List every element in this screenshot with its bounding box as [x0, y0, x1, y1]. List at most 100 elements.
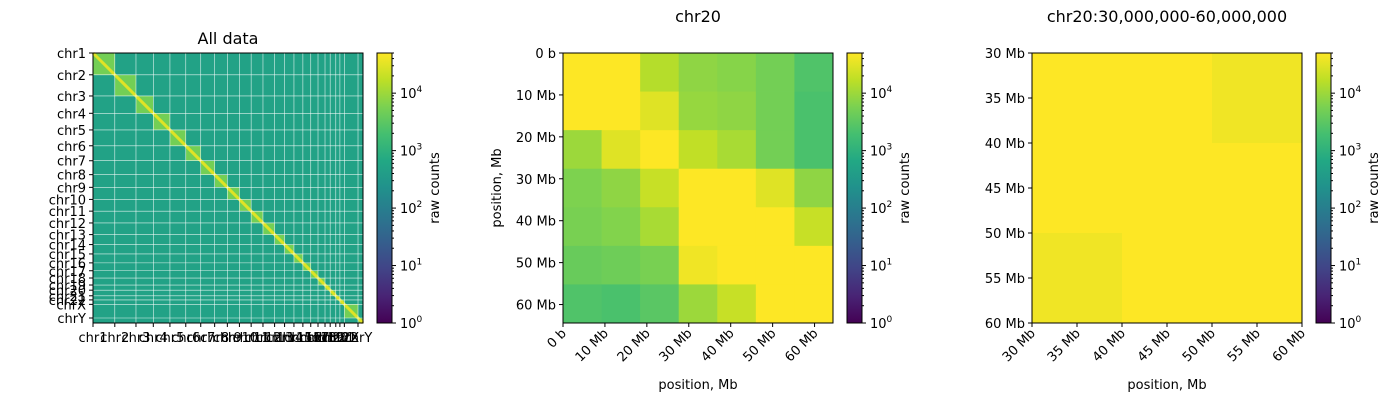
x-tick-label: 50 Mb: [740, 326, 779, 365]
heatmap-cells: [1032, 53, 1303, 324]
y-tick-label: 40 Mb: [985, 137, 1025, 152]
heatmap-cells: [563, 53, 834, 324]
y-tick-label: chr7: [57, 155, 86, 170]
x-tick-label: 20 Mb: [615, 326, 654, 365]
y-tick-label: chr6: [57, 140, 86, 155]
x-tick-label: chr5: [155, 331, 184, 346]
y-tick-label: chr15: [49, 248, 86, 263]
x-tick-label: 50 Mb: [1180, 326, 1219, 365]
x-tick-label: 60 Mb: [782, 326, 821, 365]
y-tick-label: 60 Mb: [985, 317, 1025, 332]
heatmap-cell: [563, 168, 602, 208]
y-tick-label: chr21: [49, 290, 86, 305]
heatmap-cell: [717, 207, 757, 247]
colorbar-gradient: [1315, 52, 1332, 324]
heatmap-cell: [755, 168, 795, 208]
x-tick-label: chr14: [266, 331, 303, 346]
colorbar-tick-label: 102: [1339, 200, 1361, 217]
heatmap-cell: [563, 91, 602, 131]
heatmap-cell: [640, 284, 680, 324]
x-tick-label: chr22: [321, 331, 358, 346]
heatmap-cell: [717, 91, 757, 131]
y-tick-label: 20 Mb: [516, 131, 556, 146]
y-tick-label: 30 Mb: [516, 173, 556, 188]
y-tick-label: 50 Mb: [985, 227, 1025, 242]
x-tick-label: chr3: [121, 331, 150, 346]
heatmap-cell: [601, 130, 641, 170]
x-tick-label: chr13: [256, 331, 293, 346]
x-tick-label: chr7: [186, 331, 215, 346]
colorbar-tick-label: 102: [400, 200, 422, 217]
heatmap-cell: [794, 245, 834, 285]
x-tick-label: 30 Mb: [657, 326, 696, 365]
colorbar: 100 101 102 103 104 raw counts: [846, 52, 913, 332]
colorbar-gradient: [376, 52, 393, 324]
y-tick-label: chr4: [57, 107, 86, 122]
heatmap-cell: [794, 284, 834, 324]
heatmap-cell: [1212, 233, 1303, 324]
heatmap-cell: [1032, 233, 1123, 324]
y-tick-label: chr2: [57, 69, 86, 84]
heatmap-cell: [601, 53, 641, 92]
y-tick-label: chr5: [57, 124, 86, 139]
heatmap-cell: [563, 207, 602, 247]
x-axis-label: position, Mb: [1127, 378, 1206, 393]
y-tick-label: chr13: [49, 229, 86, 244]
colorbar-tick-label: 104: [870, 85, 893, 102]
x-tick-label: chr6: [171, 331, 200, 346]
heatmap-cell: [794, 130, 834, 170]
heatmap-cell: [563, 245, 602, 285]
heatmap-cell: [1212, 143, 1303, 234]
y-tick-label: chr1: [57, 47, 86, 62]
heatmap-cell: [755, 53, 795, 92]
y-tick-label: 60 Mb: [516, 299, 556, 314]
heatmap-cell: [563, 53, 602, 92]
y-tick-label: 45 Mb: [985, 182, 1025, 197]
colorbar-label: raw counts: [428, 152, 443, 224]
x-tick-label: chr15: [275, 331, 312, 346]
heatmap-cell: [678, 168, 718, 208]
y-tick-label: 0 b: [535, 47, 556, 62]
x-tick-label: 45 Mb: [1135, 326, 1174, 365]
heatmap-cell: [755, 207, 795, 247]
colorbar-tick-label: 102: [870, 200, 892, 217]
heatmap-cell: [1122, 143, 1213, 234]
y-tick-label: chr8: [57, 169, 86, 184]
heatmap-cell: [678, 245, 718, 285]
x-tick-label: chr20: [312, 331, 349, 346]
x-tick-label: 40 Mb: [1090, 326, 1129, 365]
y-tick-label: chr19: [49, 279, 86, 294]
y-tick-label: chr11: [49, 205, 86, 220]
heatmap-cell: [678, 130, 718, 170]
heatmap-cell: [1032, 53, 1123, 144]
y-tick-label: 10 Mb: [516, 89, 556, 104]
x-tick-label: chr10: [221, 331, 258, 346]
x-tick-label: chr1: [78, 331, 107, 346]
heatmap-cell: [601, 168, 641, 208]
x-tick-label: chr4: [139, 331, 168, 346]
heatmap-cell: [794, 168, 834, 208]
heatmap-cell: [563, 130, 602, 170]
x-tick-label: chr16: [284, 331, 321, 346]
heatmap-cell: [717, 284, 757, 324]
y-tick-label: 35 Mb: [985, 92, 1025, 107]
x-tick-label: chrX: [330, 331, 360, 346]
heatmap-cell: [640, 207, 680, 247]
y-tick-label: 50 Mb: [516, 257, 556, 272]
colorbar: 100 101 102 103 104 raw counts: [376, 52, 443, 332]
heatmap-cell: [601, 207, 641, 247]
colorbar-tick-label: 101: [400, 258, 422, 275]
x-tick-label: chr17: [292, 331, 329, 346]
colorbar-tick-label: 101: [1339, 258, 1361, 275]
x-tick-label: 30 Mb: [1000, 326, 1039, 365]
heatmap-cell: [678, 91, 718, 131]
y-tick-label: chr20: [49, 284, 86, 299]
x-tick-label: 10 Mb: [573, 326, 612, 365]
x-tick-label: 60 Mb: [1270, 326, 1309, 365]
heatmap-cell: [755, 130, 795, 170]
y-axis-label: position, Mb: [490, 148, 505, 227]
heatmap-cell: [794, 53, 834, 92]
y-tick-label: 30 Mb: [985, 47, 1025, 62]
x-tick-label: 0 b: [545, 326, 570, 351]
